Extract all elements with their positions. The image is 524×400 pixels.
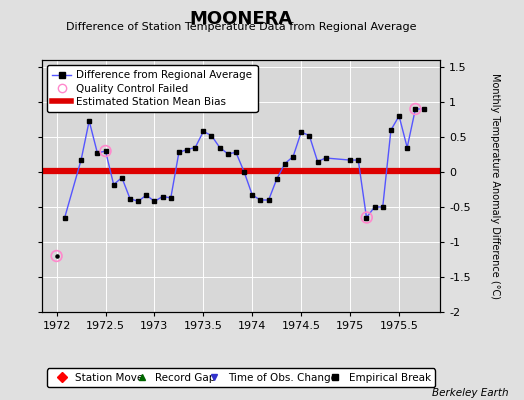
- Text: Berkeley Earth: Berkeley Earth: [432, 388, 508, 398]
- Point: [52, 253, 61, 259]
- Y-axis label: Monthly Temperature Anomaly Difference (°C): Monthly Temperature Anomaly Difference (…: [490, 73, 500, 299]
- Point: [411, 106, 420, 112]
- Point: [52, 253, 61, 259]
- Point: [363, 214, 371, 221]
- Text: Difference of Station Temperature Data from Regional Average: Difference of Station Temperature Data f…: [66, 22, 416, 32]
- Legend: Station Move, Record Gap, Time of Obs. Change, Empirical Break: Station Move, Record Gap, Time of Obs. C…: [47, 368, 435, 387]
- Legend: Difference from Regional Average, Quality Control Failed, Estimated Station Mean: Difference from Regional Average, Qualit…: [47, 65, 257, 112]
- Point: [101, 148, 110, 154]
- Text: MOONERA: MOONERA: [189, 10, 293, 28]
